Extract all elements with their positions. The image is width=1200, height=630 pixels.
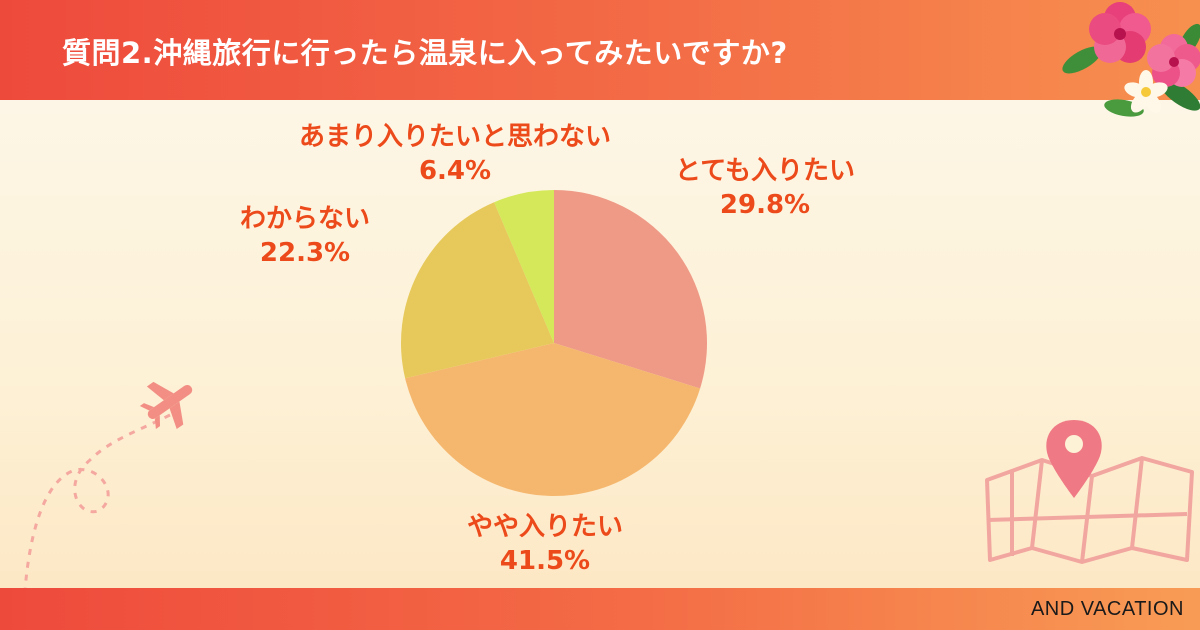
header-bar: 質問2.沖縄旅行に行ったら温泉に入ってみたいですか? [0, 0, 1200, 100]
page-title: 質問2.沖縄旅行に行ったら温泉に入ってみたいですか? [62, 36, 788, 70]
pie-slice-not-sure [401, 202, 554, 379]
slice-name: とても入りたい [675, 156, 855, 186]
pie-slice-not-really [494, 190, 554, 343]
airplane-icon [23, 381, 193, 591]
slice-percent: 41.5% [499, 546, 591, 576]
pie-slice-somewhat [405, 343, 701, 497]
hibiscus-flower-icon [1062, 2, 1200, 117]
brand-name: AND VACATION [1030, 598, 1184, 620]
slice-name: あまり入りたいと思わない [298, 122, 611, 152]
slice-label-not-sure: わからない 22.3% [220, 202, 390, 270]
slice-name: わからない [239, 204, 370, 234]
footer-bar: AND VACATION [0, 588, 1200, 630]
pie-slice-very-much [554, 190, 707, 389]
map-pin-icon [985, 420, 1194, 564]
slice-label-somewhat: やや入りたい 41.5% [440, 510, 650, 578]
slice-percent: 22.3% [259, 238, 351, 268]
slice-name: やや入りたい [466, 512, 623, 542]
slice-percent: 6.4% [418, 156, 492, 186]
slice-percent: 29.8% [719, 190, 811, 220]
slice-label-very-much: とても入りたい 29.8% [660, 154, 870, 222]
slice-label-not-really: あまり入りたいと思わない 6.4% [280, 120, 630, 188]
